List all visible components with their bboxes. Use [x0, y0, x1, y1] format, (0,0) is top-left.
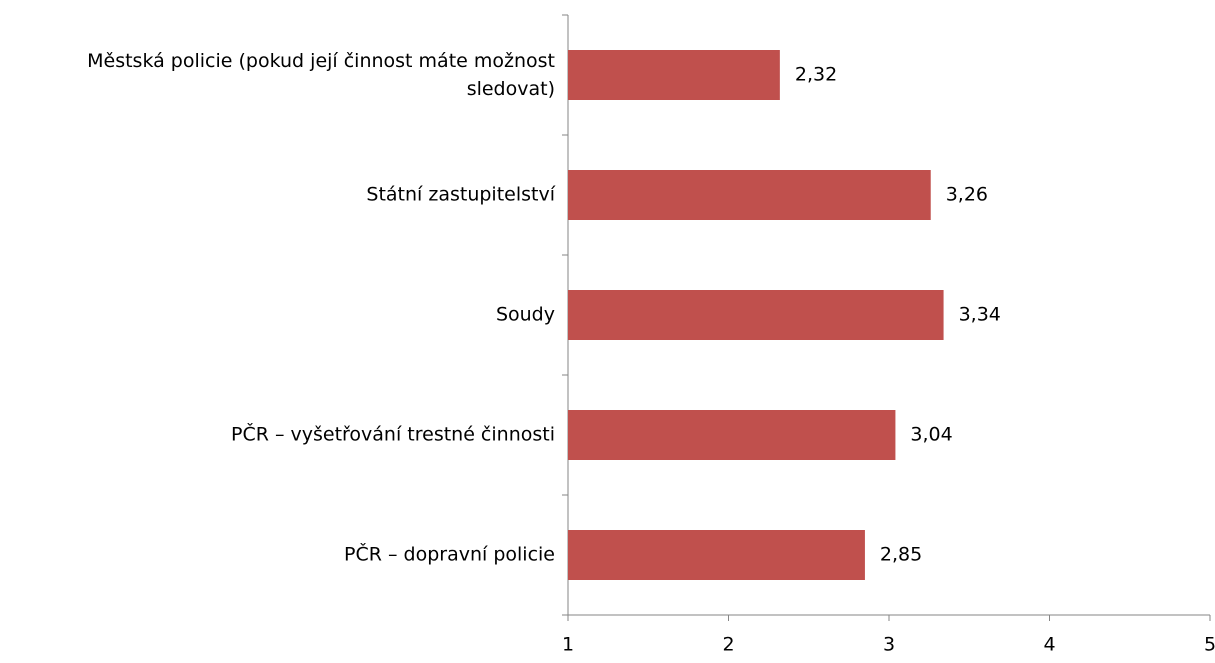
- y-tick-label: PČR – dopravní policie: [344, 542, 555, 566]
- y-tick-label: Státní zastupitelství: [366, 184, 555, 206]
- x-tick-label: 2: [722, 634, 734, 656]
- value-label: 2,85: [880, 544, 922, 566]
- value-label: 3,26: [946, 184, 988, 206]
- bar: [568, 50, 780, 100]
- value-label: 3,34: [959, 304, 1001, 326]
- x-tick-label: 3: [883, 634, 895, 656]
- bar: [568, 170, 931, 220]
- x-tick-label: 4: [1043, 634, 1055, 656]
- y-tick-label: Soudy: [496, 304, 555, 326]
- y-tick-label: Městská policie (pokud její činnost máte…: [87, 50, 555, 100]
- x-tick-label: 5: [1204, 634, 1215, 656]
- value-label: 3,04: [910, 424, 952, 446]
- x-tick-label: 1: [562, 634, 574, 656]
- bar: [568, 410, 896, 460]
- y-tick-label: PČR – vyšetřování trestné činnosti: [231, 422, 555, 446]
- bar: [568, 530, 865, 580]
- value-label: 2,32: [795, 64, 837, 86]
- bar: [568, 290, 944, 340]
